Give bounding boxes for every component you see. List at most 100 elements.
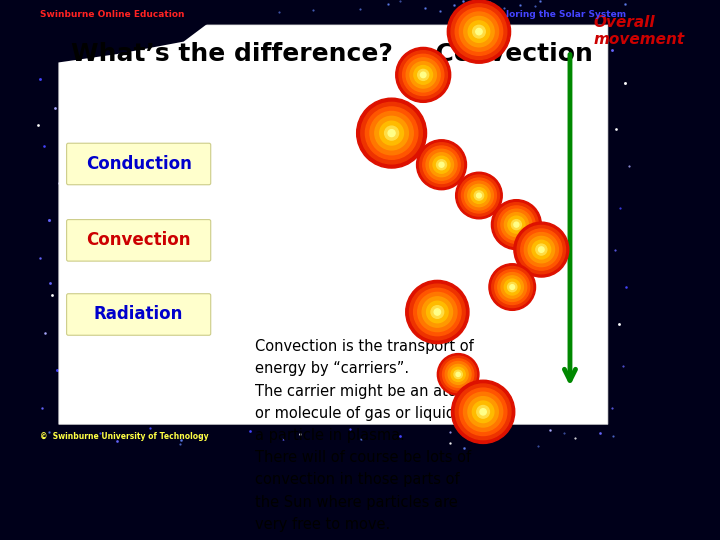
Circle shape — [501, 209, 532, 240]
Circle shape — [410, 284, 465, 340]
Circle shape — [471, 187, 487, 204]
Circle shape — [418, 69, 428, 80]
Circle shape — [508, 216, 525, 233]
Text: Convection: Convection — [86, 231, 191, 249]
Circle shape — [539, 247, 544, 252]
Circle shape — [489, 264, 536, 310]
Circle shape — [451, 380, 515, 443]
Circle shape — [510, 285, 515, 289]
Circle shape — [447, 0, 510, 63]
Circle shape — [468, 21, 490, 42]
Circle shape — [406, 280, 469, 343]
Circle shape — [406, 58, 440, 92]
Circle shape — [464, 181, 493, 210]
Circle shape — [434, 309, 441, 315]
Circle shape — [511, 220, 521, 229]
Text: Conduction: Conduction — [86, 155, 192, 173]
Circle shape — [454, 370, 462, 379]
Circle shape — [521, 229, 562, 270]
Circle shape — [501, 276, 523, 298]
Polygon shape — [34, 0, 217, 63]
Text: loring the Solar System: loring the Solar System — [506, 10, 626, 19]
Circle shape — [410, 62, 436, 88]
Circle shape — [504, 279, 520, 295]
Circle shape — [427, 301, 448, 323]
Circle shape — [399, 51, 447, 99]
Circle shape — [464, 16, 494, 47]
Circle shape — [448, 364, 468, 384]
Circle shape — [492, 200, 541, 249]
Circle shape — [420, 143, 464, 187]
Text: Convection is the transport of
energy by “carriers”.
The carrier might be an ato: Convection is the transport of energy by… — [256, 339, 480, 532]
Circle shape — [455, 384, 511, 440]
Circle shape — [439, 162, 444, 167]
Circle shape — [480, 409, 486, 415]
Circle shape — [517, 225, 565, 274]
Circle shape — [433, 156, 450, 173]
Circle shape — [495, 269, 530, 305]
Circle shape — [468, 184, 490, 207]
Circle shape — [459, 12, 498, 51]
Circle shape — [370, 111, 413, 155]
Circle shape — [459, 388, 507, 436]
Circle shape — [498, 273, 526, 301]
Circle shape — [455, 8, 503, 55]
Circle shape — [472, 401, 494, 423]
Circle shape — [514, 222, 519, 227]
Circle shape — [396, 48, 451, 103]
FancyBboxPatch shape — [67, 143, 211, 185]
Text: What’s the difference? … Convection: What’s the difference? … Convection — [71, 42, 593, 65]
Circle shape — [430, 153, 454, 177]
Circle shape — [476, 29, 482, 35]
Polygon shape — [59, 25, 608, 424]
Circle shape — [456, 172, 503, 219]
Circle shape — [361, 103, 423, 164]
Circle shape — [464, 392, 503, 431]
Circle shape — [417, 140, 467, 190]
Circle shape — [459, 175, 500, 216]
Circle shape — [468, 397, 498, 427]
Circle shape — [423, 146, 460, 184]
Circle shape — [508, 282, 517, 292]
Circle shape — [420, 72, 426, 78]
Circle shape — [436, 160, 446, 170]
Circle shape — [536, 244, 547, 255]
FancyBboxPatch shape — [67, 220, 211, 261]
Circle shape — [414, 288, 461, 336]
Circle shape — [477, 193, 481, 198]
Circle shape — [375, 116, 408, 150]
Circle shape — [492, 267, 533, 308]
Circle shape — [440, 356, 477, 393]
Circle shape — [414, 65, 433, 84]
Circle shape — [445, 361, 471, 387]
Circle shape — [495, 202, 539, 247]
Circle shape — [532, 240, 551, 259]
Circle shape — [451, 4, 507, 59]
Circle shape — [514, 222, 569, 277]
Circle shape — [472, 25, 485, 38]
Circle shape — [498, 206, 535, 244]
Circle shape — [422, 297, 453, 327]
Text: Swinburne Online Education: Swinburne Online Education — [40, 10, 185, 19]
Circle shape — [451, 367, 465, 381]
Circle shape — [418, 292, 457, 332]
Circle shape — [528, 237, 554, 263]
Circle shape — [462, 178, 496, 213]
Circle shape — [384, 126, 399, 140]
Circle shape — [505, 213, 528, 237]
FancyBboxPatch shape — [67, 294, 211, 335]
Circle shape — [388, 130, 395, 137]
Circle shape — [379, 122, 403, 145]
Text: ©  Swinburne University of Technology: © Swinburne University of Technology — [40, 432, 209, 441]
Circle shape — [365, 107, 418, 159]
Circle shape — [456, 372, 460, 376]
Circle shape — [356, 98, 426, 168]
Circle shape — [474, 191, 484, 200]
Circle shape — [437, 354, 479, 395]
Circle shape — [477, 406, 490, 418]
Circle shape — [443, 359, 474, 390]
Text: Radiation: Radiation — [94, 306, 184, 323]
Circle shape — [402, 55, 444, 96]
Circle shape — [524, 233, 559, 267]
Circle shape — [431, 306, 444, 318]
